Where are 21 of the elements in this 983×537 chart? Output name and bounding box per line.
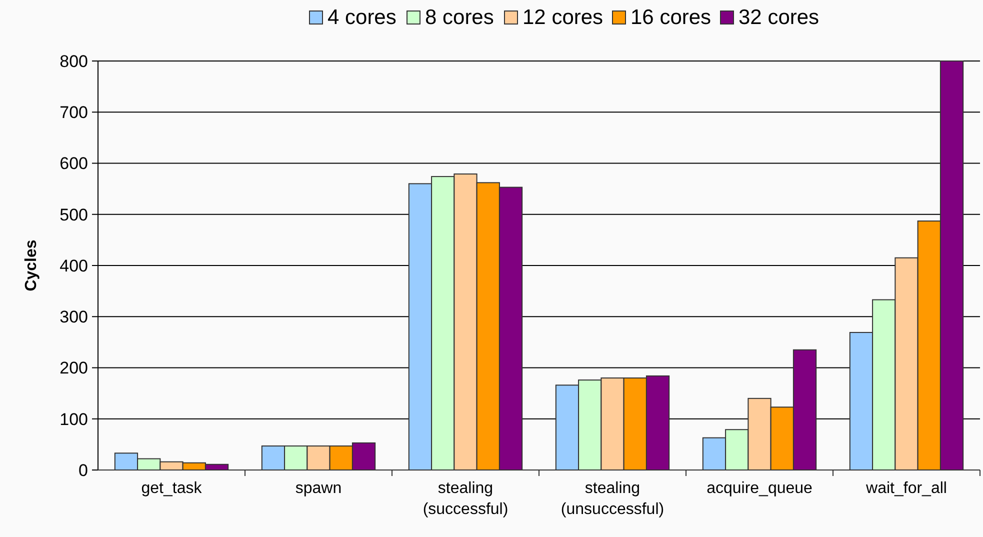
y-tick-label: 100 xyxy=(60,410,88,429)
y-tick-label: 200 xyxy=(60,358,88,378)
x-tick-label: stealing (unsuccessful) xyxy=(560,480,664,518)
x-tick-label: stealing (successful) xyxy=(422,480,508,518)
legend-label: 32 cores xyxy=(738,6,820,29)
legend-label: 4 cores xyxy=(328,6,396,29)
y-axis-title: Cycles xyxy=(23,240,40,292)
x-tick-label: spawn xyxy=(295,480,342,497)
y-tick-label: 800 xyxy=(60,52,88,71)
legend-label: 12 cores xyxy=(522,6,604,29)
y-tick-label: 300 xyxy=(60,308,88,327)
legend-label: 16 cores xyxy=(630,6,712,29)
x-tick-label: get_task xyxy=(141,480,203,497)
y-tick-label: 700 xyxy=(60,103,88,122)
y-tick-label: 500 xyxy=(60,205,88,224)
x-tick-label: acquire_queue xyxy=(706,480,813,497)
y-tick-label: 400 xyxy=(60,256,88,276)
y-tick-label: 0 xyxy=(78,460,88,480)
legend-label: 8 cores xyxy=(425,6,494,29)
x-tick-label: wait_for_all xyxy=(865,480,947,497)
y-tick-label: 600 xyxy=(60,154,88,174)
